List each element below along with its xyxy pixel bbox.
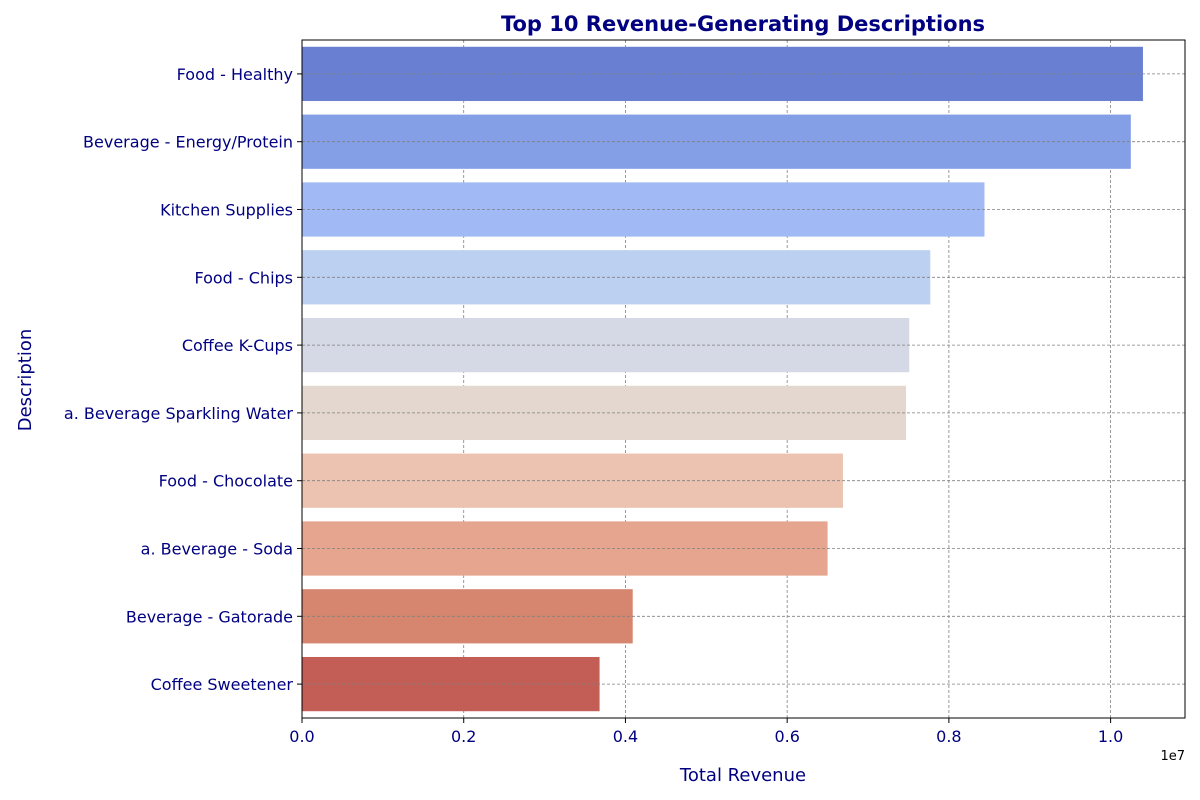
y-tick-label: a. Beverage - Soda [141, 540, 293, 559]
y-tick-label: Food - Chocolate [159, 472, 293, 491]
y-tick-label: a. Beverage Sparkling Water [64, 404, 294, 423]
y-tick-label: Beverage - Energy/Protein [83, 133, 293, 152]
bar [302, 114, 1131, 169]
x-tick-labels: 0.0 0.2 0.4 0.6 0.8 1.0 [289, 718, 1123, 746]
y-tick-label: Food - Healthy [177, 65, 293, 84]
y-tick-label: Coffee Sweetener [151, 675, 294, 694]
x-axis-offset-label: 1e7 [1160, 749, 1185, 764]
y-tick-label: Food - Chips [194, 268, 293, 287]
plot-frame [301, 39, 1186, 719]
x-tick-label: 0.0 [289, 727, 314, 746]
y-tick-label: Kitchen Supplies [160, 201, 293, 220]
y-tick-label: Beverage - Gatorade [126, 607, 293, 626]
y-axis-label: Description [15, 329, 36, 432]
x-tick-label: 0.2 [451, 727, 476, 746]
y-tick-label: Coffee K-Cups [182, 336, 293, 355]
x-tick-label: 0.6 [774, 727, 799, 746]
x-tick-label: 1.0 [1098, 727, 1123, 746]
x-axis-label: Total Revenue [679, 765, 806, 786]
x-tick-label: 0.8 [936, 727, 961, 746]
chart-title: Top 10 Revenue-Generating Descriptions [501, 12, 985, 36]
bars [302, 46, 1143, 712]
y-tick-labels: Food - Healthy Beverage - Energy/Protein K… [64, 65, 302, 694]
x-tick-label: 0.4 [613, 727, 638, 746]
bar [302, 250, 931, 305]
y-grid-lines [302, 73, 1185, 685]
